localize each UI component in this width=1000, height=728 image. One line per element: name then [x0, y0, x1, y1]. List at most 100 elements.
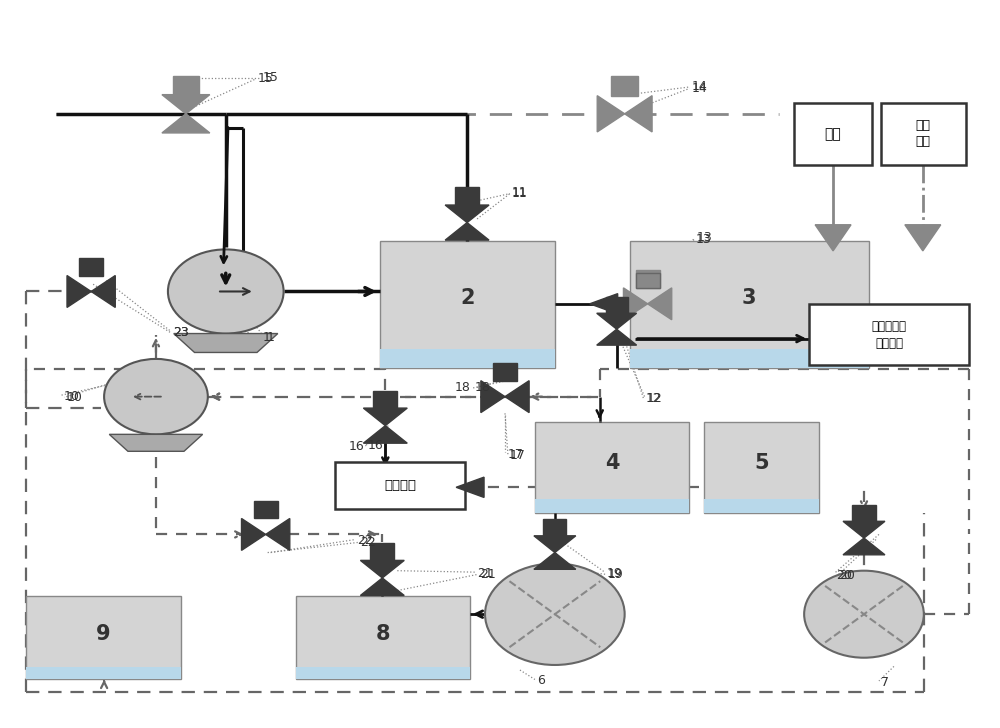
Text: 去污水站: 去污水站 — [384, 479, 416, 492]
Text: 8: 8 — [376, 624, 390, 644]
Text: 21: 21 — [477, 567, 493, 580]
FancyBboxPatch shape — [636, 270, 660, 288]
Text: 1: 1 — [263, 331, 271, 344]
FancyBboxPatch shape — [809, 304, 969, 365]
Polygon shape — [445, 223, 489, 240]
FancyBboxPatch shape — [543, 519, 566, 536]
Text: 20: 20 — [836, 569, 852, 582]
Text: 12: 12 — [646, 392, 661, 405]
Polygon shape — [843, 521, 885, 538]
FancyBboxPatch shape — [296, 596, 470, 679]
FancyBboxPatch shape — [380, 241, 555, 368]
FancyBboxPatch shape — [881, 103, 966, 165]
Text: 14: 14 — [691, 82, 707, 95]
FancyBboxPatch shape — [535, 422, 689, 513]
Polygon shape — [109, 435, 203, 451]
Polygon shape — [625, 95, 652, 132]
Text: 19: 19 — [608, 568, 623, 581]
Text: 热水: 热水 — [825, 127, 841, 141]
FancyBboxPatch shape — [79, 258, 103, 275]
Polygon shape — [363, 408, 407, 426]
Text: 17: 17 — [510, 449, 526, 462]
FancyBboxPatch shape — [370, 543, 394, 561]
Text: 19: 19 — [607, 567, 622, 580]
Polygon shape — [67, 275, 91, 307]
Text: 17: 17 — [508, 448, 524, 461]
Polygon shape — [174, 333, 278, 352]
Polygon shape — [91, 275, 115, 307]
Polygon shape — [360, 561, 404, 578]
Polygon shape — [597, 329, 637, 345]
Text: 4: 4 — [605, 453, 619, 472]
FancyBboxPatch shape — [630, 349, 869, 368]
Text: 14: 14 — [691, 81, 707, 93]
Polygon shape — [505, 381, 529, 413]
Text: 透过液后续
处理单元: 透过液后续 处理单元 — [871, 320, 906, 350]
FancyBboxPatch shape — [173, 76, 199, 95]
Text: 13: 13 — [696, 232, 712, 245]
Text: 7: 7 — [881, 676, 889, 689]
Polygon shape — [623, 288, 648, 320]
Text: 22: 22 — [357, 534, 373, 547]
Text: 11: 11 — [512, 186, 528, 199]
FancyBboxPatch shape — [535, 499, 689, 513]
Text: 23: 23 — [173, 326, 189, 339]
FancyBboxPatch shape — [254, 501, 278, 518]
Text: 13: 13 — [695, 233, 711, 246]
Polygon shape — [456, 477, 484, 497]
Text: 2: 2 — [460, 288, 475, 308]
Text: 18: 18 — [455, 381, 471, 394]
Text: 11: 11 — [512, 187, 528, 200]
FancyBboxPatch shape — [704, 499, 819, 513]
FancyBboxPatch shape — [704, 422, 819, 513]
Polygon shape — [648, 288, 672, 320]
Text: 3: 3 — [742, 288, 757, 308]
Text: 22: 22 — [360, 536, 376, 549]
Polygon shape — [534, 553, 576, 569]
Polygon shape — [590, 293, 618, 314]
Polygon shape — [597, 95, 625, 132]
Text: 5: 5 — [754, 453, 769, 472]
Text: 16: 16 — [367, 440, 383, 452]
FancyBboxPatch shape — [852, 505, 876, 521]
Text: 18: 18 — [475, 381, 491, 395]
FancyBboxPatch shape — [794, 103, 872, 165]
FancyBboxPatch shape — [174, 79, 198, 94]
FancyBboxPatch shape — [630, 241, 869, 368]
Polygon shape — [162, 95, 210, 114]
Polygon shape — [242, 518, 266, 550]
FancyBboxPatch shape — [493, 363, 517, 381]
FancyBboxPatch shape — [26, 667, 181, 679]
Circle shape — [804, 571, 924, 657]
FancyBboxPatch shape — [380, 349, 555, 368]
Text: 20: 20 — [839, 569, 855, 582]
Polygon shape — [905, 225, 941, 251]
Polygon shape — [445, 205, 489, 223]
Text: 6: 6 — [537, 674, 545, 687]
Text: 23: 23 — [173, 326, 189, 339]
Polygon shape — [266, 518, 290, 550]
Polygon shape — [363, 426, 407, 443]
Circle shape — [485, 563, 625, 665]
FancyBboxPatch shape — [296, 667, 470, 679]
FancyBboxPatch shape — [26, 596, 181, 679]
FancyBboxPatch shape — [373, 390, 397, 408]
Text: 1: 1 — [267, 331, 275, 344]
Text: 16: 16 — [348, 440, 364, 453]
Text: 9: 9 — [96, 624, 111, 644]
Polygon shape — [481, 381, 505, 413]
FancyBboxPatch shape — [335, 462, 465, 509]
Polygon shape — [534, 536, 576, 553]
Polygon shape — [843, 538, 885, 555]
FancyBboxPatch shape — [455, 188, 479, 205]
Text: 压缩
空气: 压缩 空气 — [916, 119, 931, 149]
FancyBboxPatch shape — [606, 297, 628, 313]
Text: 10: 10 — [66, 391, 82, 404]
Polygon shape — [162, 114, 210, 133]
FancyBboxPatch shape — [636, 273, 660, 288]
Text: 15: 15 — [258, 73, 274, 85]
Polygon shape — [597, 313, 637, 329]
Text: 12: 12 — [647, 392, 662, 405]
Circle shape — [168, 250, 284, 333]
Polygon shape — [360, 578, 404, 596]
